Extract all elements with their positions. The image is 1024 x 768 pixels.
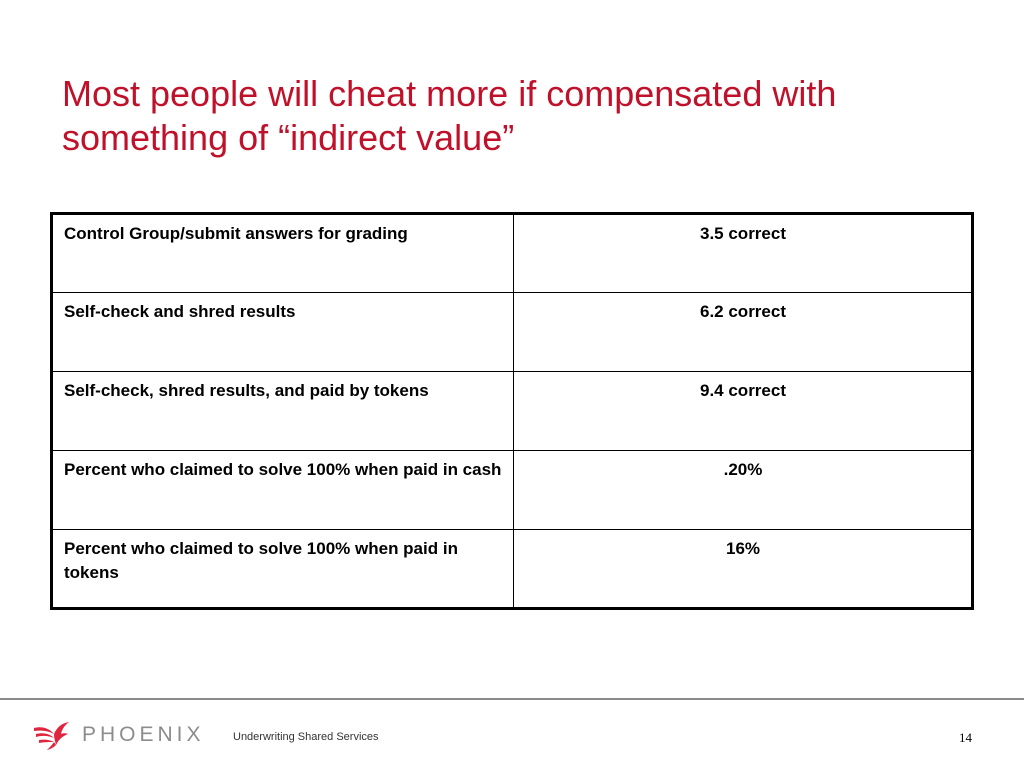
table-row: Self-check, shred results, and paid by t… xyxy=(51,371,973,451)
row-value: 16% xyxy=(513,529,973,609)
phoenix-bird-icon xyxy=(34,722,69,750)
row-label: Self-check and shred results xyxy=(51,292,514,372)
row-value: 3.5 correct xyxy=(513,213,973,293)
slide-title: Most people will cheat more if compensat… xyxy=(62,72,962,160)
row-value: 6.2 correct xyxy=(513,292,973,372)
footer-tagline: Underwriting Shared Services xyxy=(233,731,379,743)
row-value: 9.4 correct xyxy=(513,371,973,451)
table-row: Self-check and shred results 6.2 correct xyxy=(51,292,973,372)
row-label: Control Group/submit answers for grading xyxy=(51,213,514,293)
results-table: Control Group/submit answers for grading… xyxy=(50,212,974,610)
footer-divider xyxy=(0,698,1024,700)
slide-title-line-1: Most people will cheat more if compensat… xyxy=(62,73,837,114)
row-label: Percent who claimed to solve 100% when p… xyxy=(51,529,514,609)
page-number: 14 xyxy=(959,730,972,745)
phoenix-logo: PHOENIX xyxy=(32,718,205,752)
row-label: Self-check, shred results, and paid by t… xyxy=(51,371,514,451)
logo-wordmark: PHOENIX xyxy=(82,723,205,746)
row-label: Percent who claimed to solve 100% when p… xyxy=(51,450,514,530)
row-value: .20% xyxy=(513,450,973,530)
table-row: Percent who claimed to solve 100% when p… xyxy=(51,529,973,609)
table-row: Control Group/submit answers for grading… xyxy=(51,213,973,293)
table-row: Percent who claimed to solve 100% when p… xyxy=(51,450,973,530)
slide-title-line-2: something of “indirect value” xyxy=(62,117,515,158)
